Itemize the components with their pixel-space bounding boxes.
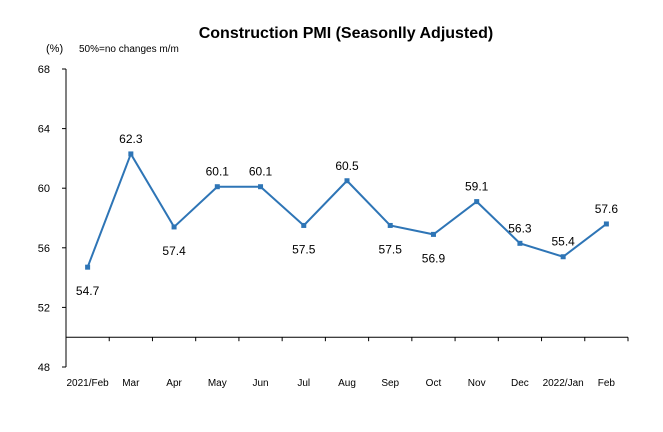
data-label: 59.1 — [465, 180, 489, 194]
data-point — [387, 222, 393, 228]
data-point — [560, 254, 566, 260]
chart-title: Construction PMI (Seasonlly Adjusted) — [199, 25, 494, 42]
x-tick-label: Aug — [338, 378, 356, 389]
data-label: 56.3 — [508, 221, 532, 235]
data-label: 60.1 — [206, 165, 230, 179]
data-point — [85, 264, 91, 270]
data-label: 57.6 — [595, 202, 619, 216]
data-label: 57.4 — [162, 244, 186, 258]
x-tick-label: Jun — [252, 378, 268, 389]
data-point — [258, 184, 264, 190]
data-point — [214, 184, 220, 190]
x-tick-label: Sep — [381, 378, 399, 389]
data-points — [85, 151, 609, 270]
x-tick-label: Mar — [122, 378, 140, 389]
data-label: 62.3 — [119, 132, 143, 146]
y-tick-label: 64 — [38, 124, 50, 136]
x-tick-label: 2022/Jan — [543, 378, 584, 389]
x-tick-label: Feb — [598, 378, 616, 389]
data-label: 57.5 — [292, 242, 316, 256]
data-point — [517, 240, 523, 246]
chart-note: 50%=no changes m/m — [79, 44, 179, 55]
x-axis-ticks: 2021/Feb Mar Apr May Jun Jul Aug Sep Oct Nov Dec 20… — [65, 337, 629, 389]
data-labels: 54.7 62.3 57.4 60.1 60.1 57.5 60.5 57.5 56.9 59.1… — [76, 132, 618, 298]
x-tick-label: 2021/Feb — [66, 378, 109, 389]
data-point — [603, 221, 609, 227]
x-tick-label: Oct — [426, 378, 442, 389]
data-label: 57.5 — [379, 242, 403, 256]
x-tick-label: Nov — [468, 378, 486, 389]
data-label: 60.5 — [335, 159, 359, 173]
data-label: 54.7 — [76, 284, 100, 298]
data-label: 60.1 — [249, 165, 273, 179]
y-tick-label: 68 — [38, 64, 50, 76]
x-tick-label: Apr — [166, 378, 182, 389]
data-point — [344, 178, 350, 184]
data-point — [171, 224, 177, 230]
data-point — [301, 222, 307, 228]
y-tick-label: 56 — [38, 243, 50, 255]
y-axis-unit: (%) — [46, 43, 63, 55]
data-label: 56.9 — [422, 251, 446, 265]
x-tick-label: Dec — [511, 378, 529, 389]
data-point — [128, 151, 134, 157]
y-tick-label: 60 — [38, 183, 50, 195]
y-axis-ticks: 48 52 56 60 64 68 — [38, 64, 66, 374]
x-tick-label: Jul — [297, 378, 310, 389]
y-tick-label: 48 — [38, 362, 50, 374]
x-tick-label: May — [208, 378, 227, 389]
data-point — [474, 199, 480, 205]
data-label: 55.4 — [551, 235, 575, 249]
y-tick-label: 52 — [38, 302, 50, 314]
data-point — [430, 231, 436, 237]
